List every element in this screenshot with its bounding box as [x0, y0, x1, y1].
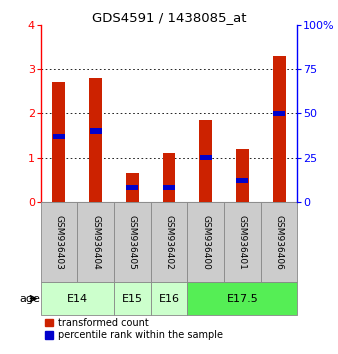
Bar	[53, 134, 65, 139]
Bar	[236, 149, 249, 202]
Title: GDS4591 / 1438085_at: GDS4591 / 1438085_at	[92, 11, 246, 24]
Bar	[187, 282, 297, 315]
Bar	[200, 155, 212, 160]
Legend: transformed count, percentile rank within the sample: transformed count, percentile rank withi…	[45, 318, 223, 341]
Bar	[187, 202, 224, 282]
Text: GSM936403: GSM936403	[54, 215, 64, 270]
Bar	[151, 282, 187, 315]
Bar	[90, 129, 102, 134]
Bar	[236, 178, 248, 183]
Bar	[77, 202, 114, 282]
Bar	[126, 173, 139, 202]
Bar	[89, 78, 102, 202]
Bar	[114, 282, 151, 315]
Text: GSM936402: GSM936402	[165, 215, 173, 270]
Bar	[41, 202, 77, 282]
Bar	[114, 202, 151, 282]
Bar	[151, 202, 187, 282]
Bar	[41, 282, 114, 315]
Text: GSM936400: GSM936400	[201, 215, 210, 270]
Text: GSM936405: GSM936405	[128, 215, 137, 270]
Text: GSM936404: GSM936404	[91, 215, 100, 270]
Bar	[224, 202, 261, 282]
Text: E16: E16	[159, 293, 179, 304]
Bar	[163, 153, 175, 202]
Bar	[261, 202, 297, 282]
Bar	[273, 56, 286, 202]
Text: E17.5: E17.5	[226, 293, 258, 304]
Text: GSM936406: GSM936406	[274, 215, 284, 270]
Bar	[199, 120, 212, 202]
Text: E15: E15	[122, 293, 143, 304]
Text: E14: E14	[67, 293, 88, 304]
Bar	[273, 111, 285, 116]
Text: GSM936401: GSM936401	[238, 215, 247, 270]
Text: age: age	[20, 293, 41, 304]
Bar	[163, 185, 175, 190]
Bar	[126, 185, 138, 190]
Bar	[52, 82, 65, 202]
